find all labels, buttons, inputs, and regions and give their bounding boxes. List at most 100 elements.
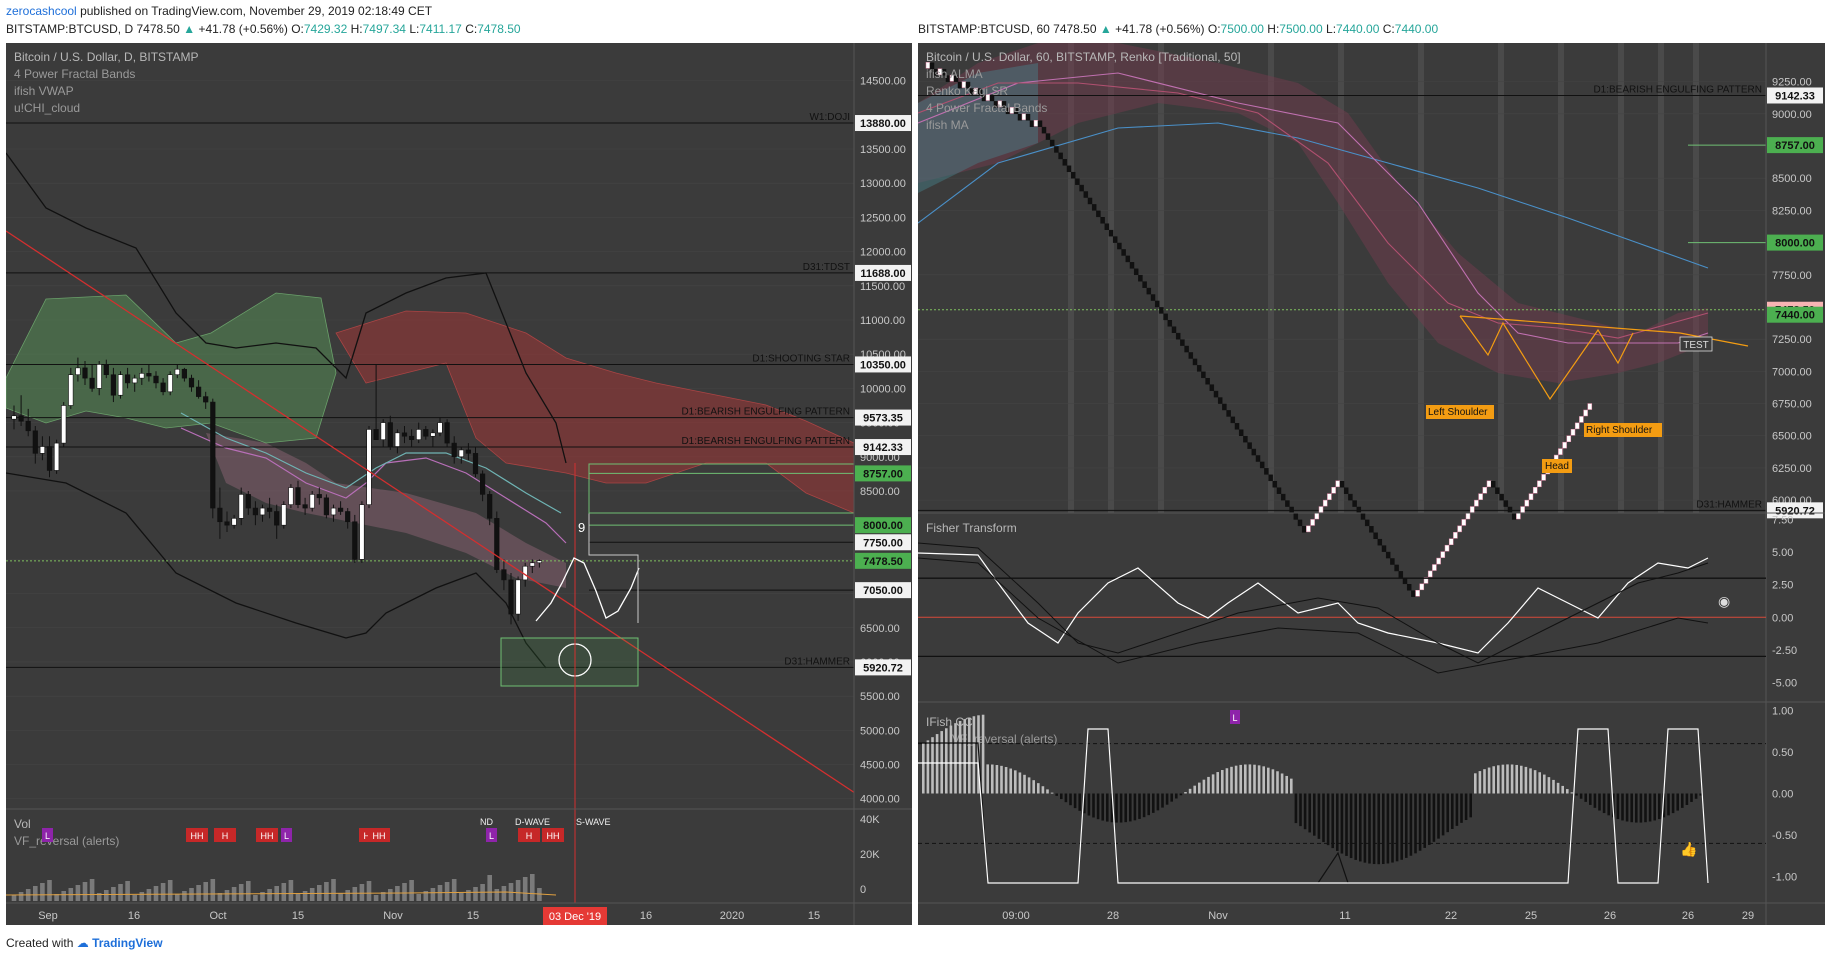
volume-bar	[430, 888, 436, 901]
right-c-label: C:	[1382, 22, 1395, 36]
right-chart-panel[interactable]: D1:BEARISH ENGULFING PATTERN D31:HAMMER L…	[918, 43, 1825, 925]
time-tick: 15	[292, 910, 304, 922]
candle	[501, 569, 507, 581]
cci-bar	[1175, 793, 1178, 799]
renko-brick	[1306, 525, 1311, 533]
cci-bar	[1349, 793, 1353, 859]
renko-brick	[1348, 493, 1353, 501]
volume-bar	[96, 893, 102, 901]
wave-mark: S-WAVE	[576, 817, 611, 827]
cci-bar	[1552, 779, 1555, 794]
level-label: D1:BEARISH ENGULFING PATTERN	[681, 436, 850, 447]
renko-brick	[1507, 506, 1513, 514]
cci-bar	[1561, 785, 1564, 794]
price-tick: 12000.00	[860, 247, 906, 259]
last-price-badge-bg	[855, 552, 911, 569]
renko-brick	[1213, 390, 1219, 398]
renko-brick	[1377, 538, 1383, 546]
renko-brick	[1327, 493, 1332, 500]
renko-brick	[1566, 435, 1572, 442]
session-band	[1268, 43, 1274, 513]
level-label: D31:TDST	[803, 262, 850, 273]
target-badge-bg	[1767, 137, 1823, 154]
cci-bar	[963, 719, 966, 794]
left-change: +41.78 (+0.56%)	[198, 22, 288, 36]
cci-bar	[1418, 793, 1422, 851]
renko-brick	[1478, 493, 1483, 500]
renko-brick	[1322, 499, 1328, 507]
cci-bar	[1579, 793, 1583, 799]
renko-brick	[1017, 114, 1023, 121]
price-tick: 8500.00	[1772, 173, 1812, 185]
candle	[536, 560, 542, 564]
fractal-bands	[6, 152, 567, 669]
price-tick: 11000.00	[860, 315, 905, 327]
cci-bar	[968, 717, 971, 794]
lower-band	[6, 472, 547, 669]
fisher-tick: 2.50	[1772, 580, 1793, 592]
level-badge: 9573.35	[863, 413, 903, 425]
tradingview-brand[interactable]: TradingView	[92, 936, 163, 950]
cloud-red	[335, 310, 855, 514]
renko-brick	[1524, 499, 1530, 507]
renko-brick	[1574, 422, 1580, 430]
cci-bar	[931, 737, 934, 794]
renko-brick	[1001, 101, 1007, 108]
candle	[252, 507, 259, 516]
eye-icon: ◉	[1718, 593, 1730, 609]
price-tick: 5500.00	[860, 691, 900, 703]
cci-bar	[1345, 793, 1348, 856]
renko-brick	[1188, 352, 1194, 359]
publisher-link[interactable]: zerocashcool	[6, 4, 77, 18]
renko-brick	[1062, 159, 1068, 166]
candle	[203, 396, 209, 403]
published-text: published on TradingView.com, November 2…	[80, 4, 433, 18]
time-tick: 15	[467, 910, 479, 922]
renko-brick	[1423, 577, 1429, 584]
price-tick: 6250.00	[1772, 463, 1812, 475]
volume-bar	[89, 879, 95, 901]
thumbs-up-icon: 👍	[1680, 841, 1697, 858]
renko-brick	[1579, 416, 1584, 423]
cci-bar	[1340, 793, 1344, 854]
renko-brick	[1419, 583, 1425, 591]
renko-brick	[1230, 416, 1236, 424]
renko-brick	[1516, 512, 1521, 520]
level-label: D31:HAMMER	[1696, 499, 1762, 510]
cci-bar	[1202, 779, 1206, 794]
time-tick: Nov	[383, 910, 403, 922]
right-symbol[interactable]: BITSTAMP:BTCUSD, 60	[918, 22, 1050, 36]
volume-bar	[302, 891, 308, 901]
renko-brick	[1201, 371, 1206, 379]
right-h-label: H:	[1267, 22, 1280, 36]
renko-brick	[1285, 500, 1290, 507]
left-symbol[interactable]: BITSTAMP:BTCUSD, D	[6, 22, 134, 36]
cci-marker: L	[1232, 713, 1237, 723]
volume-bar	[416, 894, 421, 901]
left-chart-svg[interactable]: W1:DOJI D31:TDST D1:SHOOTING STAR D1:BEARIS…	[6, 43, 912, 925]
volume-marker: HH	[373, 831, 386, 841]
cci-tick: 0.50	[1772, 747, 1793, 759]
cci-bar	[1455, 793, 1459, 826]
cci-bar	[1290, 778, 1293, 794]
renko-brick	[1503, 500, 1509, 507]
renko-brick	[1482, 486, 1488, 494]
cci-bar	[1336, 793, 1339, 851]
price-tick: 6500.00	[1772, 431, 1812, 443]
cci-bar	[1474, 773, 1477, 794]
pattern-label: Right Shoulder	[1586, 425, 1653, 436]
price-tick: 9250.00	[1772, 77, 1812, 89]
cci-bar	[922, 743, 925, 794]
volume-marker: HH	[547, 831, 560, 841]
cci-bar	[1262, 766, 1265, 794]
date-badge: 03 Dec '19	[549, 911, 601, 923]
candle	[401, 432, 408, 437]
renko-brick	[1096, 210, 1101, 218]
left-chart-panel[interactable]: W1:DOJI D31:TDST D1:SHOOTING STAR D1:BEARIS…	[6, 43, 912, 925]
renko-brick	[1289, 506, 1294, 514]
left-close: 7478.50	[477, 22, 521, 36]
right-chart-svg[interactable]: D1:BEARISH ENGULFING PATTERN D31:HAMMER L…	[918, 43, 1825, 925]
time-tick: 16	[640, 910, 652, 922]
volume-marker-bg	[486, 828, 497, 842]
candle	[281, 504, 287, 526]
